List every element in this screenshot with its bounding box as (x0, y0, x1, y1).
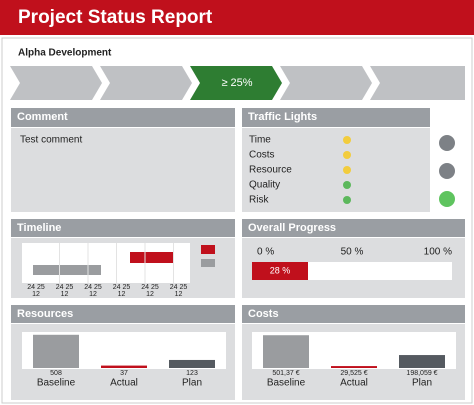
bar-category: Plan (182, 378, 202, 389)
timeline-tick: 24 25 (27, 284, 45, 291)
progress-tick: 50 % (341, 247, 364, 258)
progress-label: 28 % (270, 265, 291, 275)
summary-light (439, 163, 455, 179)
bar (169, 359, 215, 368)
bar-value: 29,525 € (340, 370, 367, 377)
phase (280, 66, 372, 100)
progress-tick: 100 % (424, 247, 452, 258)
bar-value: 123 (186, 370, 198, 377)
traffic-dot (343, 151, 351, 159)
bar-category: Baseline (37, 378, 76, 389)
panel-header (242, 108, 430, 127)
bar-value: 508 (50, 370, 62, 377)
panel-title: Comment (17, 111, 68, 123)
bar (101, 365, 147, 368)
panel-header (242, 219, 465, 237)
page-title: Project Status Report (18, 7, 213, 28)
panel-title: Traffic Lights (248, 111, 317, 123)
phase-label: ≥ 25% (221, 77, 252, 89)
traffic-dot (343, 181, 351, 189)
bar-category: Plan (412, 378, 432, 389)
phases: ≥ 25% (10, 66, 465, 100)
bar (399, 355, 445, 368)
panel-body (11, 128, 235, 212)
timeline-tick: 24 25 (141, 284, 159, 291)
timeline-tick: 12 (146, 291, 154, 298)
traffic-label: Quality (249, 180, 280, 191)
panel-title: Overall Progress (248, 222, 336, 234)
summary-light (439, 135, 455, 151)
traffic-label: Resource (249, 165, 292, 176)
bar-value: 37 (120, 370, 128, 377)
bar-category: Actual (110, 378, 138, 389)
timeline-bar (130, 252, 174, 263)
timeline-tick: 12 (175, 291, 183, 298)
comment-text: Test comment (20, 135, 82, 146)
traffic-label: Costs (249, 150, 275, 161)
timeline-tick: 12 (118, 291, 126, 298)
traffic-label: Risk (249, 195, 269, 206)
traffic-dot (343, 196, 351, 204)
timeline-tick: 12 (89, 291, 97, 298)
traffic-dot (343, 136, 351, 144)
timeline-tick: 24 25 (170, 284, 188, 291)
panel-header (11, 219, 235, 237)
bar (33, 334, 79, 368)
phase (370, 66, 465, 100)
timeline-tick: 24 25 (84, 284, 102, 291)
panel-title: Resources (17, 308, 73, 320)
legend-swatch (201, 259, 215, 267)
bar-value: 501,37 € (272, 370, 299, 377)
legend-swatch (201, 245, 215, 254)
panel-header (11, 108, 235, 127)
bar (263, 335, 309, 368)
timeline-tick: 12 (32, 291, 40, 298)
phase (100, 66, 192, 100)
phase-current (190, 66, 282, 100)
phase (10, 66, 102, 100)
panel-body (242, 128, 430, 212)
traffic-label: Time (249, 135, 271, 146)
panel-title: Costs (248, 308, 279, 320)
progress-tick: 0 % (257, 247, 274, 258)
progress-bar (252, 262, 308, 280)
panel-header (242, 305, 465, 323)
traffic-dot (343, 166, 351, 174)
panel-title: Timeline (17, 222, 61, 234)
panel-header (11, 305, 235, 323)
bar-value: 198,059 € (406, 370, 437, 377)
frame (1, 37, 473, 404)
timeline-bar (33, 265, 101, 275)
timeline-tick: 24 25 (56, 284, 74, 291)
bar (331, 366, 377, 368)
summary-light (439, 191, 455, 207)
timeline-tick: 24 25 (113, 284, 131, 291)
project-name: Alpha Development (18, 48, 112, 59)
bar-category: Baseline (267, 378, 306, 389)
bar-category: Actual (340, 378, 368, 389)
timeline-tick: 12 (61, 291, 69, 298)
header-bar (0, 0, 474, 35)
